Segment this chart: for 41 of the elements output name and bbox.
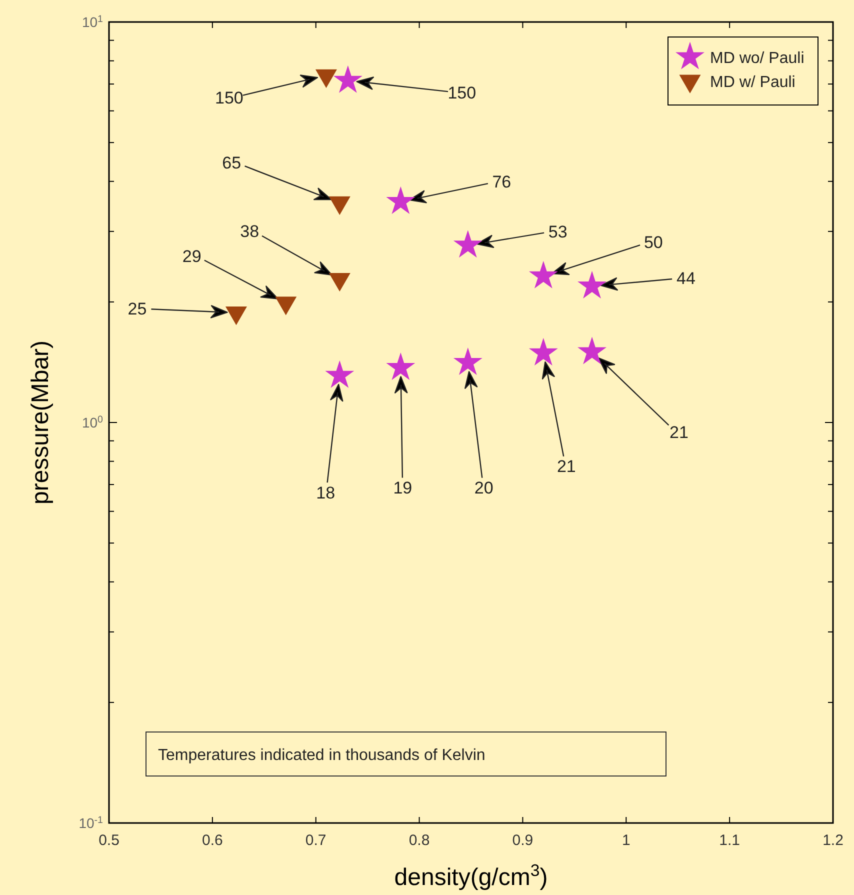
annotation: 150 [215, 88, 244, 108]
x-tick-label: 1.2 [822, 832, 844, 849]
point [333, 65, 362, 93]
point [453, 230, 482, 258]
point [528, 260, 558, 288]
point [578, 270, 606, 298]
annotation: 25 [128, 300, 147, 319]
annotation: 50 [644, 233, 663, 252]
point [578, 336, 606, 364]
y-axis-title: pressure(Mbar) [27, 340, 54, 505]
annotation: 20 [474, 478, 494, 498]
annotation: 150 [448, 84, 476, 103]
annotation: 65 [222, 154, 242, 173]
annotation: 53 [548, 222, 568, 242]
point [386, 186, 416, 214]
annotation: 21 [556, 457, 576, 476]
annotation: 18 [316, 484, 336, 503]
x-axis-title: density(g/cm$^{3}$) [394, 860, 548, 891]
annotation: Temperatures indicated in thousands of Kelvin [158, 747, 486, 764]
point [528, 338, 558, 366]
x-tick-label: 0.7 [305, 832, 326, 849]
annotation: 21 [670, 422, 688, 442]
x-tick-label: 1.1 [719, 832, 740, 849]
y-tick-label: 10$^{0}$ [82, 414, 104, 430]
point [325, 360, 354, 388]
annotation: 29 [182, 246, 202, 266]
y-tick-label: 10$^{-1}$ [78, 814, 103, 831]
x-tick-label: 0.8 [408, 832, 430, 849]
annotation: 44 [676, 269, 696, 288]
annotation: 38 [240, 222, 260, 242]
point [386, 352, 416, 380]
annotation: 76 [492, 172, 512, 192]
annotation: 19 [393, 478, 412, 498]
x-tick-label: 0.5 [98, 832, 120, 849]
y-tick-label: 10$^{1}$ [82, 14, 103, 30]
legend-label: MD wo/ Pauli [710, 50, 804, 67]
x-tick-label: 1 [622, 832, 630, 849]
x-tick-label: 0.9 [512, 832, 534, 849]
x-tick-label: 0.6 [202, 832, 223, 849]
point [453, 348, 482, 376]
legend-label: MD w/ Pauli [710, 74, 796, 91]
